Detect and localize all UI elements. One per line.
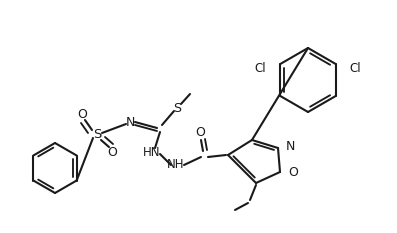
Text: S: S xyxy=(93,129,101,141)
Text: Cl: Cl xyxy=(254,62,266,75)
Text: O: O xyxy=(195,127,205,140)
Text: O: O xyxy=(288,165,298,178)
Text: Cl: Cl xyxy=(350,62,361,75)
Text: N: N xyxy=(125,116,135,129)
Text: O: O xyxy=(107,145,117,158)
Text: N: N xyxy=(286,140,295,154)
Text: HN: HN xyxy=(143,145,161,158)
Text: NH: NH xyxy=(167,158,185,171)
Text: S: S xyxy=(173,102,181,114)
Text: O: O xyxy=(77,109,87,121)
